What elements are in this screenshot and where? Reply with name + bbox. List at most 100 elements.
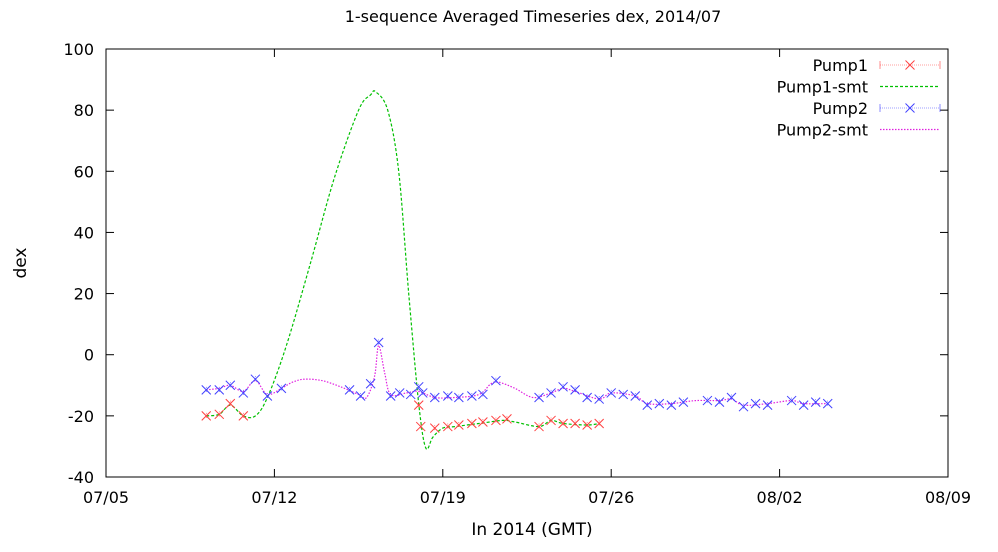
series-pump1 <box>201 398 605 433</box>
pump1-point <box>478 417 488 427</box>
pump2-point <box>534 392 544 403</box>
pump2-point <box>678 397 689 407</box>
pump2-point <box>478 389 488 400</box>
pump2-point <box>394 388 405 398</box>
pump1-point <box>238 411 249 421</box>
legend-label: Pump2 <box>813 99 868 118</box>
pump2-point <box>606 388 617 398</box>
pump2-point <box>276 383 287 394</box>
pump2-point <box>491 375 501 386</box>
legend-entry-pump1: Pump1 <box>813 56 941 75</box>
legend-label: Pump1 <box>813 56 868 75</box>
pump2-point <box>786 395 797 406</box>
y-tick-label: 80 <box>74 101 94 120</box>
pump2-point <box>225 380 236 391</box>
legend-marker <box>905 103 915 113</box>
pump2-point <box>262 391 273 401</box>
pump2-point <box>558 381 568 392</box>
pump2-point <box>594 394 605 404</box>
pump1-point <box>594 418 605 429</box>
x-axis-label: In 2014 (GMT) <box>471 520 592 540</box>
pump1-point <box>214 409 225 420</box>
pump2-point <box>702 395 713 406</box>
pump1-point <box>225 398 236 409</box>
y-tick-label: 0 <box>84 346 94 365</box>
pump1-smt-line <box>206 90 600 450</box>
pump1-point <box>582 420 592 430</box>
pump2-point <box>467 391 477 401</box>
y-tick-label: 100 <box>63 40 94 59</box>
pump2-point <box>365 378 376 389</box>
pump2-point <box>453 392 464 403</box>
legend: Pump1 Pump1-smt Pump2 Pump2-smt <box>777 56 941 140</box>
pump1-point <box>502 414 512 424</box>
legend-entry-pump2-smt: Pump2-smt <box>777 121 940 140</box>
y-axis-label: dex <box>11 247 31 278</box>
x-tick-label: 07/19 <box>420 488 466 507</box>
pump2-point <box>546 388 556 398</box>
legend-label: Pump2-smt <box>777 121 868 140</box>
pump2-point <box>570 385 580 395</box>
pump2-point <box>238 388 249 398</box>
pump2-point <box>385 391 396 401</box>
pump2-point <box>798 400 809 411</box>
pump2-point <box>417 388 428 398</box>
pump2-point <box>762 400 773 411</box>
x-tick-label: 08/09 <box>925 488 971 507</box>
y-tick-label: 20 <box>74 285 94 304</box>
series-pump2 <box>201 337 833 412</box>
pump2-point <box>442 391 453 401</box>
pump1-point <box>534 421 544 432</box>
pump1-point <box>429 423 440 433</box>
pump1-point <box>413 400 424 411</box>
legend-label: Pump1-smt <box>777 78 868 97</box>
pump2-point <box>726 392 737 403</box>
pump1-point <box>442 421 453 432</box>
pump2-point <box>355 391 366 401</box>
pump1-point <box>570 418 580 429</box>
pump1-point <box>453 420 464 430</box>
pump2-smt-line <box>206 344 828 406</box>
pump2-point <box>582 392 592 403</box>
pump2-point <box>373 337 384 348</box>
pump1-point <box>546 415 556 426</box>
pump1-point <box>415 421 426 432</box>
pump2-point <box>250 374 261 385</box>
pump2-point <box>201 385 212 395</box>
chart-title: 1-sequence Averaged Timeseries dex, 2014… <box>345 7 722 26</box>
legend-marker <box>905 60 915 70</box>
pump1-point <box>558 418 568 429</box>
pump2-point <box>344 385 355 395</box>
y-tick-label: -40 <box>68 468 94 487</box>
pump2-point <box>642 400 653 411</box>
x-tick-label: 08/02 <box>757 488 803 507</box>
x-tick-label: 07/05 <box>83 488 129 507</box>
y-tick-label: 40 <box>74 223 94 242</box>
pump2-point <box>429 392 440 403</box>
pump2-point <box>630 391 641 401</box>
x-tick-label: 07/12 <box>251 488 297 507</box>
pump1-point <box>491 415 501 426</box>
pump2-point <box>810 397 821 407</box>
series-pump2-smt <box>206 344 828 406</box>
legend-entry-pump1-smt: Pump1-smt <box>777 78 940 97</box>
series-pump1-smt <box>206 90 600 450</box>
pump2-point <box>413 381 424 392</box>
pump2-point <box>654 398 665 409</box>
pump2-point <box>714 397 725 407</box>
legend-entry-pump2: Pump2 <box>813 99 941 118</box>
pump2-point <box>618 389 629 400</box>
pump2-point <box>666 400 677 411</box>
pump2-point <box>822 398 833 409</box>
plot-area: -40 -20 0 20 40 60 80 100 07/05 07/12 07/19 07/26 08… <box>63 40 971 507</box>
y-tick-label: -20 <box>68 407 94 426</box>
y-tick-label: 60 <box>74 162 94 181</box>
pump2-point <box>405 389 416 400</box>
x-tick-label: 07/26 <box>588 488 634 507</box>
pump1-point <box>201 411 212 421</box>
pump2-point <box>750 398 761 409</box>
pump2-point <box>214 385 225 395</box>
pump2-point <box>738 401 749 412</box>
pump1-point <box>467 418 477 429</box>
